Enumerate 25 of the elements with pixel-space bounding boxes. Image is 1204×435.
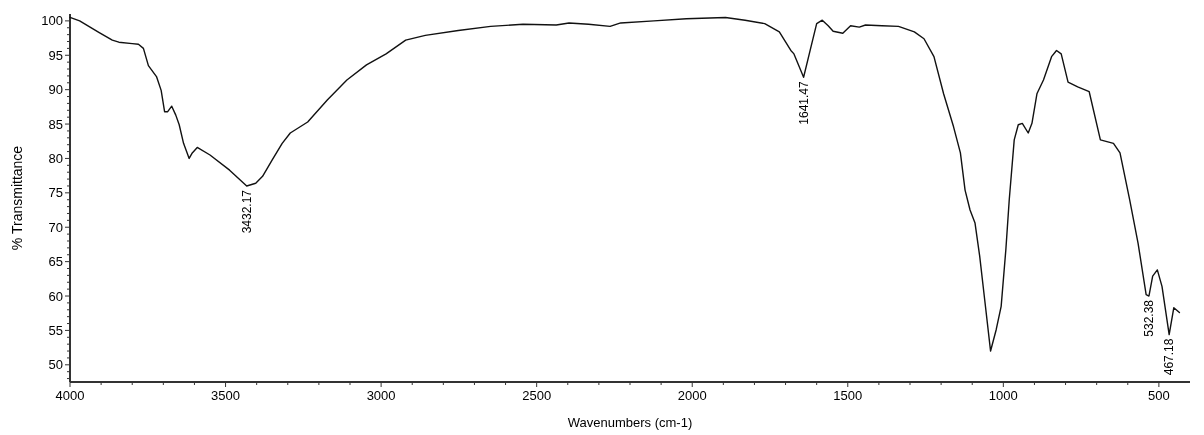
y-tick-label: 80 (48, 151, 63, 166)
y-axis-title: % Transmittance (9, 145, 25, 251)
x-tick-label: 3000 (366, 388, 396, 403)
x-tick-label: 500 (1148, 388, 1170, 403)
x-tick-label: 2500 (522, 388, 552, 403)
y-tick-label: 75 (48, 185, 63, 201)
y-tick-label: 85 (48, 116, 63, 132)
x-tick-label: 2000 (677, 388, 707, 403)
annotation: 532.38 (1141, 299, 1156, 337)
annotation: 467.18 (1162, 338, 1177, 376)
x-tick-label: 4000 (55, 388, 85, 403)
annotation: 3432.17 (239, 189, 254, 234)
y-tick-label: 60 (48, 288, 63, 304)
y-tick-label: 95 (48, 47, 63, 63)
x-axis-title: Wavenumbers (cm-1) (567, 415, 693, 430)
x-tick-label: 3500 (211, 388, 241, 403)
y-tick-label: 90 (48, 82, 63, 98)
x-tick-label: 1000 (988, 388, 1018, 403)
y-tick-label: 55 (48, 322, 63, 338)
y-tick-label: 65 (48, 254, 63, 270)
y-tick-label: 100 (41, 13, 63, 29)
x-tick-label: 1500 (833, 388, 863, 403)
y-tick-label: 50 (48, 357, 63, 373)
annotation: 1641.47 (796, 80, 811, 125)
y-tick-label: 70 (48, 219, 63, 235)
